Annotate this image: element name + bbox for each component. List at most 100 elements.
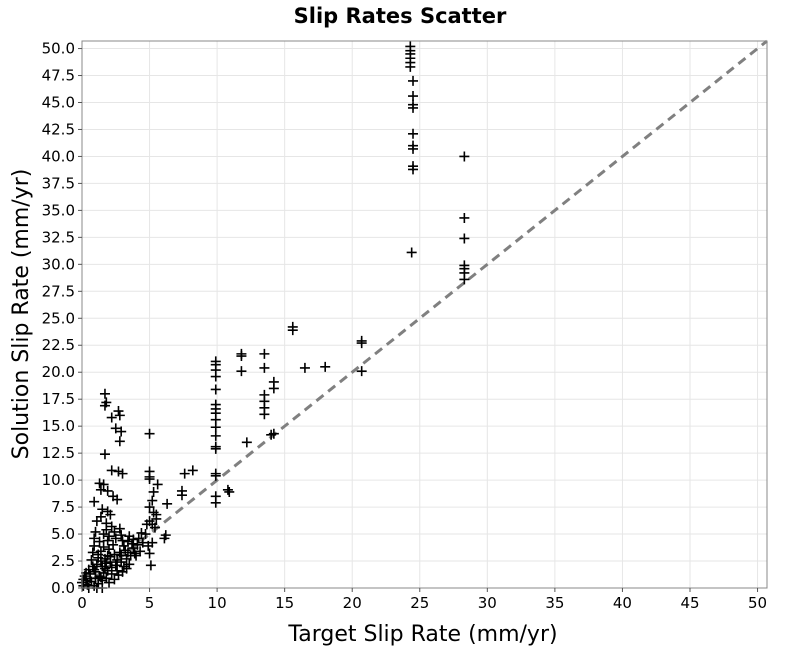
data-point — [145, 560, 156, 571]
y-tick-label: 37.5 — [42, 174, 75, 192]
data-point — [259, 348, 270, 359]
data-point — [459, 274, 470, 285]
data-point — [210, 430, 221, 441]
data-point — [210, 443, 221, 454]
y-tick-label: 15.0 — [42, 417, 75, 435]
data-point — [97, 561, 108, 572]
data-point — [106, 465, 117, 476]
y-axis-ticks: 0.0 2.5 5.0 7.5 10.0 12.5 15.0 17.5 20.0 22.5 25.0… — [42, 40, 82, 597]
y-tick-label: 20.0 — [42, 363, 75, 381]
x-axis-label: Target Slip Rate (mm/yr) — [287, 622, 557, 647]
data-point — [137, 537, 148, 548]
y-tick-label: 25.0 — [42, 309, 75, 327]
data-point — [179, 468, 190, 479]
y-tick-label: 50.0 — [42, 40, 75, 58]
data-point — [459, 212, 470, 223]
data-point — [408, 128, 419, 139]
y-tick-label: 0.0 — [51, 579, 75, 597]
data-point — [114, 436, 125, 447]
data-point — [114, 410, 125, 421]
data-point — [131, 550, 142, 561]
data-point — [126, 538, 137, 549]
chart-title: Slip Rates Scatter — [294, 4, 507, 28]
data-point — [98, 479, 109, 490]
data-point — [89, 496, 100, 507]
data-point — [408, 164, 419, 175]
x-tick-label: 20 — [343, 594, 362, 612]
data-point — [118, 540, 129, 551]
data-point — [116, 530, 127, 541]
data-point — [151, 513, 162, 524]
data-point — [405, 61, 416, 72]
plot-area — [81, 40, 768, 589]
data-point — [408, 75, 419, 86]
data-point — [128, 543, 139, 554]
data-point — [236, 366, 247, 377]
data-point — [259, 362, 270, 373]
x-tick-label: 30 — [478, 594, 497, 612]
data-point — [356, 338, 367, 349]
data-point — [114, 523, 125, 534]
data-point — [106, 568, 117, 579]
data-point — [95, 572, 106, 583]
data-point — [104, 531, 115, 542]
x-tick-label: 0 — [77, 594, 87, 612]
data-point — [259, 409, 270, 420]
y-axis-label: Solution Slip Rate (mm/yr) — [9, 169, 34, 460]
data-point — [86, 554, 97, 565]
data-point — [94, 536, 105, 547]
data-point — [210, 384, 221, 395]
y-tick-label: 5.0 — [51, 525, 75, 543]
reference-line — [81, 39, 768, 590]
data-point — [124, 559, 135, 570]
data-point — [106, 521, 117, 532]
x-tick-label: 40 — [613, 594, 632, 612]
x-tick-label: 45 — [680, 594, 699, 612]
x-tick-label: 35 — [545, 594, 564, 612]
data-point — [116, 550, 127, 561]
data-point — [210, 470, 221, 481]
y-tick-label: 2.5 — [51, 552, 75, 570]
data-point — [187, 465, 198, 476]
y-tick-label: 12.5 — [42, 444, 75, 462]
x-tick-label: 25 — [410, 594, 429, 612]
data-point — [109, 526, 120, 537]
data-point — [117, 535, 128, 546]
data-point — [90, 526, 101, 537]
data-point — [176, 490, 187, 501]
data-point — [210, 422, 221, 433]
data-point — [97, 504, 108, 515]
y-tick-label: 32.5 — [42, 228, 75, 246]
data-point — [122, 547, 133, 558]
data-point — [110, 423, 121, 434]
data-point — [159, 533, 170, 544]
data-point — [89, 540, 100, 551]
data-point — [106, 412, 117, 423]
data-point — [408, 143, 419, 154]
y-tick-label: 47.5 — [42, 67, 75, 85]
y-tick-label: 27.5 — [42, 282, 75, 300]
data-point — [104, 577, 115, 588]
data-point — [144, 548, 155, 559]
data-point — [406, 247, 417, 258]
data-point — [222, 484, 233, 495]
data-point — [408, 102, 419, 113]
data-point — [136, 527, 147, 538]
data-point — [91, 516, 102, 527]
data-point — [112, 565, 123, 576]
data-point — [124, 531, 135, 542]
data-point — [459, 233, 470, 244]
data-point — [113, 406, 124, 417]
data-point — [141, 519, 152, 530]
data-point — [147, 495, 158, 506]
data-point — [112, 494, 123, 505]
data-point — [149, 522, 160, 533]
x-tick-label: 5 — [145, 594, 155, 612]
data-point — [148, 507, 159, 518]
x-tick-label: 50 — [748, 594, 767, 612]
x-tick-label: 15 — [275, 594, 294, 612]
data-point — [105, 509, 116, 520]
data-point — [110, 533, 121, 544]
data-point — [102, 535, 113, 546]
